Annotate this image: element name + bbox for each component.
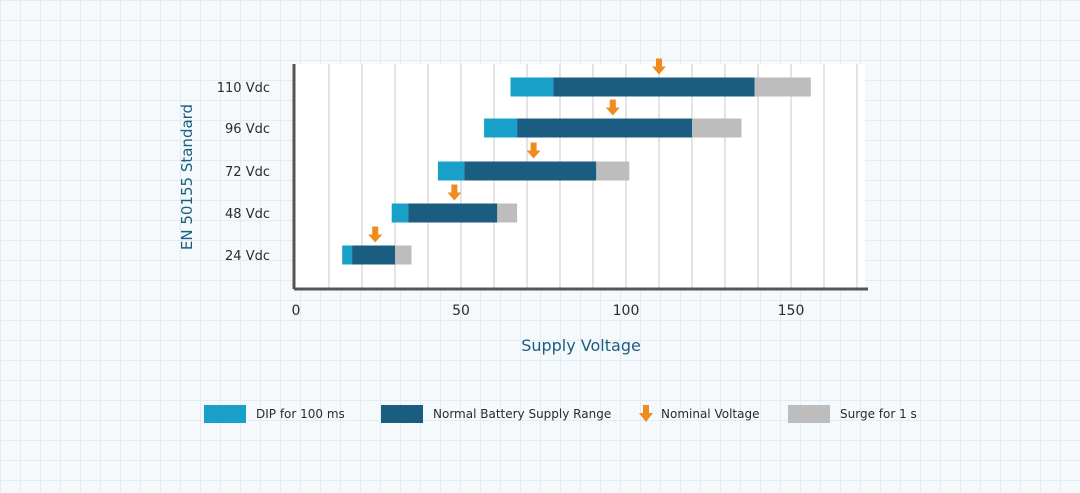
legend-label-normal-range: Normal Battery Supply Range (433, 407, 612, 421)
bar-normal-battery-supply-range (464, 161, 597, 181)
bar-surge-for-1-s (497, 203, 518, 223)
nominal-marker (368, 226, 383, 243)
x-tick-label: 50 (452, 303, 470, 319)
bar-normal-battery-supply-range (408, 203, 498, 223)
x-tick-labels: 0 50 100 150 (292, 303, 805, 319)
nominal-marker (447, 184, 462, 201)
legend-label-nominal: Nominal Voltage (661, 407, 760, 421)
x-tick-label: 150 (778, 303, 805, 319)
bar-surge-for-1-s (692, 118, 742, 138)
y-tick-label: 48 Vdc (225, 207, 270, 222)
y-tick-labels: 24 Vdc 48 Vdc 72 Vdc 96 Vdc 110 Vdc (217, 81, 270, 264)
legend-label-dip: DIP for 100 ms (256, 407, 345, 421)
bar-dip-for-100-ms (510, 77, 554, 97)
x-tick-label: 0 (292, 303, 301, 319)
legend-swatch-surge (788, 405, 830, 423)
y-axis-title: EN 50155 Standard (178, 104, 196, 250)
nominal-marker (526, 142, 541, 159)
x-tick-label: 100 (613, 303, 640, 319)
legend-label-surge: Surge for 1 s (840, 407, 917, 421)
legend-item-surge: Surge for 1 s (788, 403, 917, 425)
nominal-marker (605, 99, 620, 116)
bar-dip-for-100-ms (342, 245, 353, 265)
bar-surge-for-1-s (754, 77, 811, 97)
bar-normal-battery-supply-range (517, 118, 692, 138)
bar-surge-for-1-s (596, 161, 630, 181)
bar-normal-battery-supply-range (553, 77, 755, 97)
nominal-markers (368, 58, 666, 243)
bar-dip-for-100-ms (484, 118, 518, 138)
legend-item-nominal: Nominal Voltage (639, 403, 759, 425)
bar-normal-battery-supply-range (352, 245, 395, 265)
bar-dip-for-100-ms (437, 161, 465, 181)
y-tick-label: 110 Vdc (217, 81, 270, 96)
bar-surge-for-1-s (395, 245, 412, 265)
legend-item-dip: DIP for 100 ms (204, 403, 345, 425)
x-axis-title: Supply Voltage (521, 336, 641, 355)
arrow-down-icon (639, 405, 653, 422)
legend-swatch-dip (204, 405, 246, 423)
legend-swatch-normal-range (381, 405, 423, 423)
y-tick-label: 72 Vdc (225, 165, 270, 180)
y-tick-label: 24 Vdc (225, 249, 270, 264)
nominal-marker (652, 58, 666, 75)
legend-item-normal-range: Normal Battery Supply Range (381, 403, 611, 425)
bar-dip-for-100-ms (391, 203, 409, 223)
y-tick-label: 96 Vdc (225, 122, 270, 137)
legend: DIP for 100 ms Normal Battery Supply Ran… (0, 403, 1080, 425)
bars (342, 77, 811, 265)
